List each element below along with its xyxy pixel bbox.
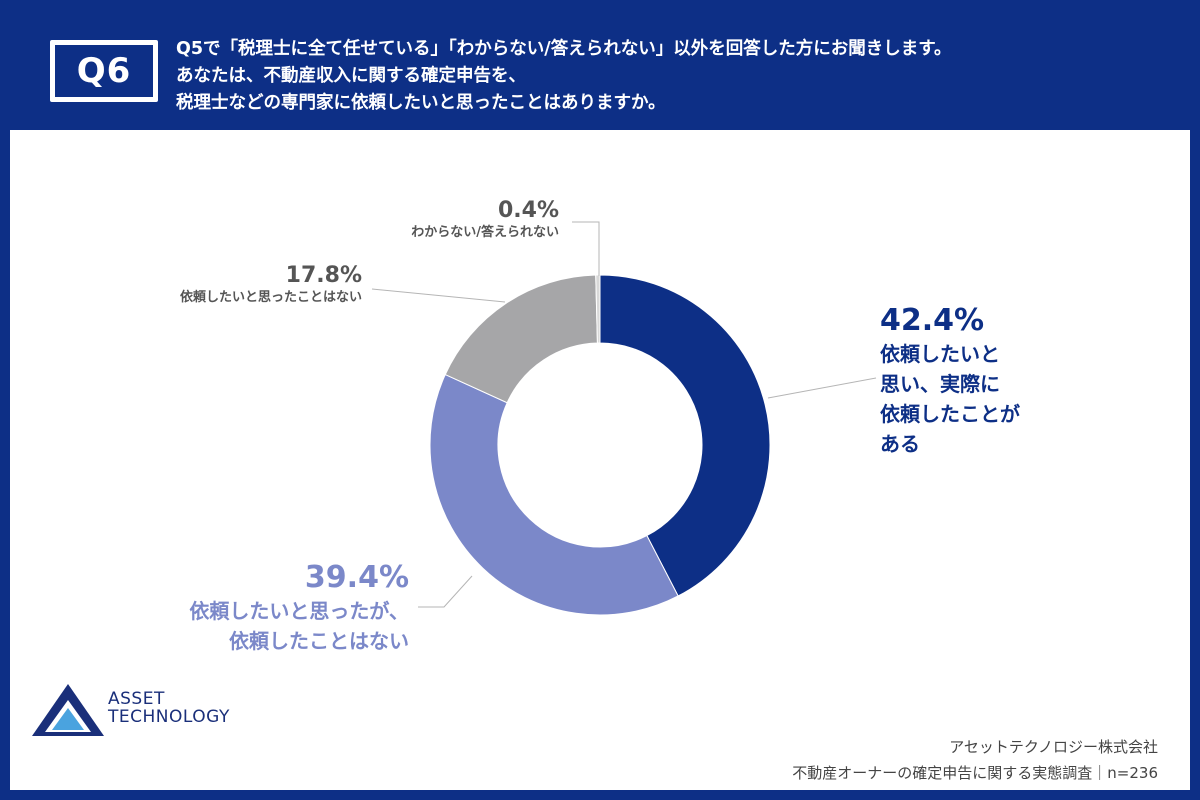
slice-label-requested: 42.4% 依頼したいと 思い、実際に 依頼したことが ある bbox=[880, 303, 1020, 459]
slice-pct-unknown: 0.4% bbox=[497, 198, 559, 223]
slice-text-wanted-not-requested-1: 依頼したいと思ったが、 bbox=[189, 599, 409, 623]
logo-line-2: TECHNOLOGY bbox=[108, 707, 230, 727]
slice-wanted-not-requested bbox=[429, 373, 679, 616]
footer-credit: アセットテクノロジー株式会社 不動産オーナーの確定申告に関する実態調査｜n=23… bbox=[792, 734, 1158, 786]
slice-requested bbox=[599, 274, 771, 597]
slice-pct-wanted-not-requested: 39.4% bbox=[304, 560, 409, 595]
chart-panel bbox=[10, 130, 1190, 790]
slice-text-requested-4: ある bbox=[880, 432, 920, 456]
slice-text-unknown: わからない/答えられない bbox=[411, 225, 559, 240]
question-badge: Q6 bbox=[50, 40, 158, 102]
footer-survey: 不動産オーナーの確定申告に関する実態調査｜n=236 bbox=[792, 764, 1158, 782]
leader-line-unknown bbox=[572, 221, 600, 276]
slice-label-never-wanted: 17.8% 依頼したいと思ったことはない bbox=[180, 263, 362, 307]
slice-pct-never-wanted: 17.8% bbox=[285, 263, 362, 288]
slice-text-wanted-not-requested-2: 依頼したことはない bbox=[229, 629, 409, 653]
slice-text-requested-1: 依頼したいと bbox=[880, 342, 1000, 366]
slice-unknown bbox=[595, 274, 601, 344]
leader-line-never-wanted bbox=[371, 288, 506, 303]
logo-triangle-icon bbox=[32, 684, 104, 736]
question-line-2: あなたは、不動産収入に関する確定申告を、 bbox=[176, 66, 526, 86]
leader-line-requested bbox=[767, 377, 877, 399]
question-text: Q5で「税理士に全て任せている」「わからない/答えられない」以外を回答した方にお… bbox=[176, 36, 1176, 117]
footer-company: アセットテクノロジー株式会社 bbox=[949, 738, 1158, 756]
logo-wordmark: ASSET TECHNOLOGY bbox=[108, 690, 230, 726]
slice-text-never-wanted: 依頼したいと思ったことはない bbox=[179, 290, 362, 305]
slice-text-requested-3: 依頼したことが bbox=[880, 402, 1020, 426]
slice-label-wanted-not-requested: 39.4% 依頼したいと思ったが、 依頼したことはない bbox=[189, 560, 409, 656]
leader-line-wanted-not-requested bbox=[418, 575, 473, 608]
company-logo: ASSET TECHNOLOGY bbox=[30, 680, 300, 740]
slice-never-wanted bbox=[444, 274, 598, 404]
slice-text-requested-2: 思い、実際に bbox=[880, 372, 1000, 396]
question-line-3: 税理士などの専門家に依頼したいと思ったことはありますか。 bbox=[176, 93, 666, 113]
header-banner: Q6 Q5で「税理士に全て任せている」「わからない/答えられない」以外を回答した… bbox=[0, 0, 1200, 130]
slice-pct-requested: 42.4% bbox=[880, 303, 985, 338]
question-line-1: Q5で「税理士に全て任せている」「わからない/答えられない」以外を回答した方にお… bbox=[176, 39, 952, 59]
logo-line-1: ASSET bbox=[108, 689, 165, 709]
slice-label-unknown: 0.4% わからない/答えられない bbox=[411, 198, 559, 242]
question-number: Q6 bbox=[55, 45, 153, 97]
